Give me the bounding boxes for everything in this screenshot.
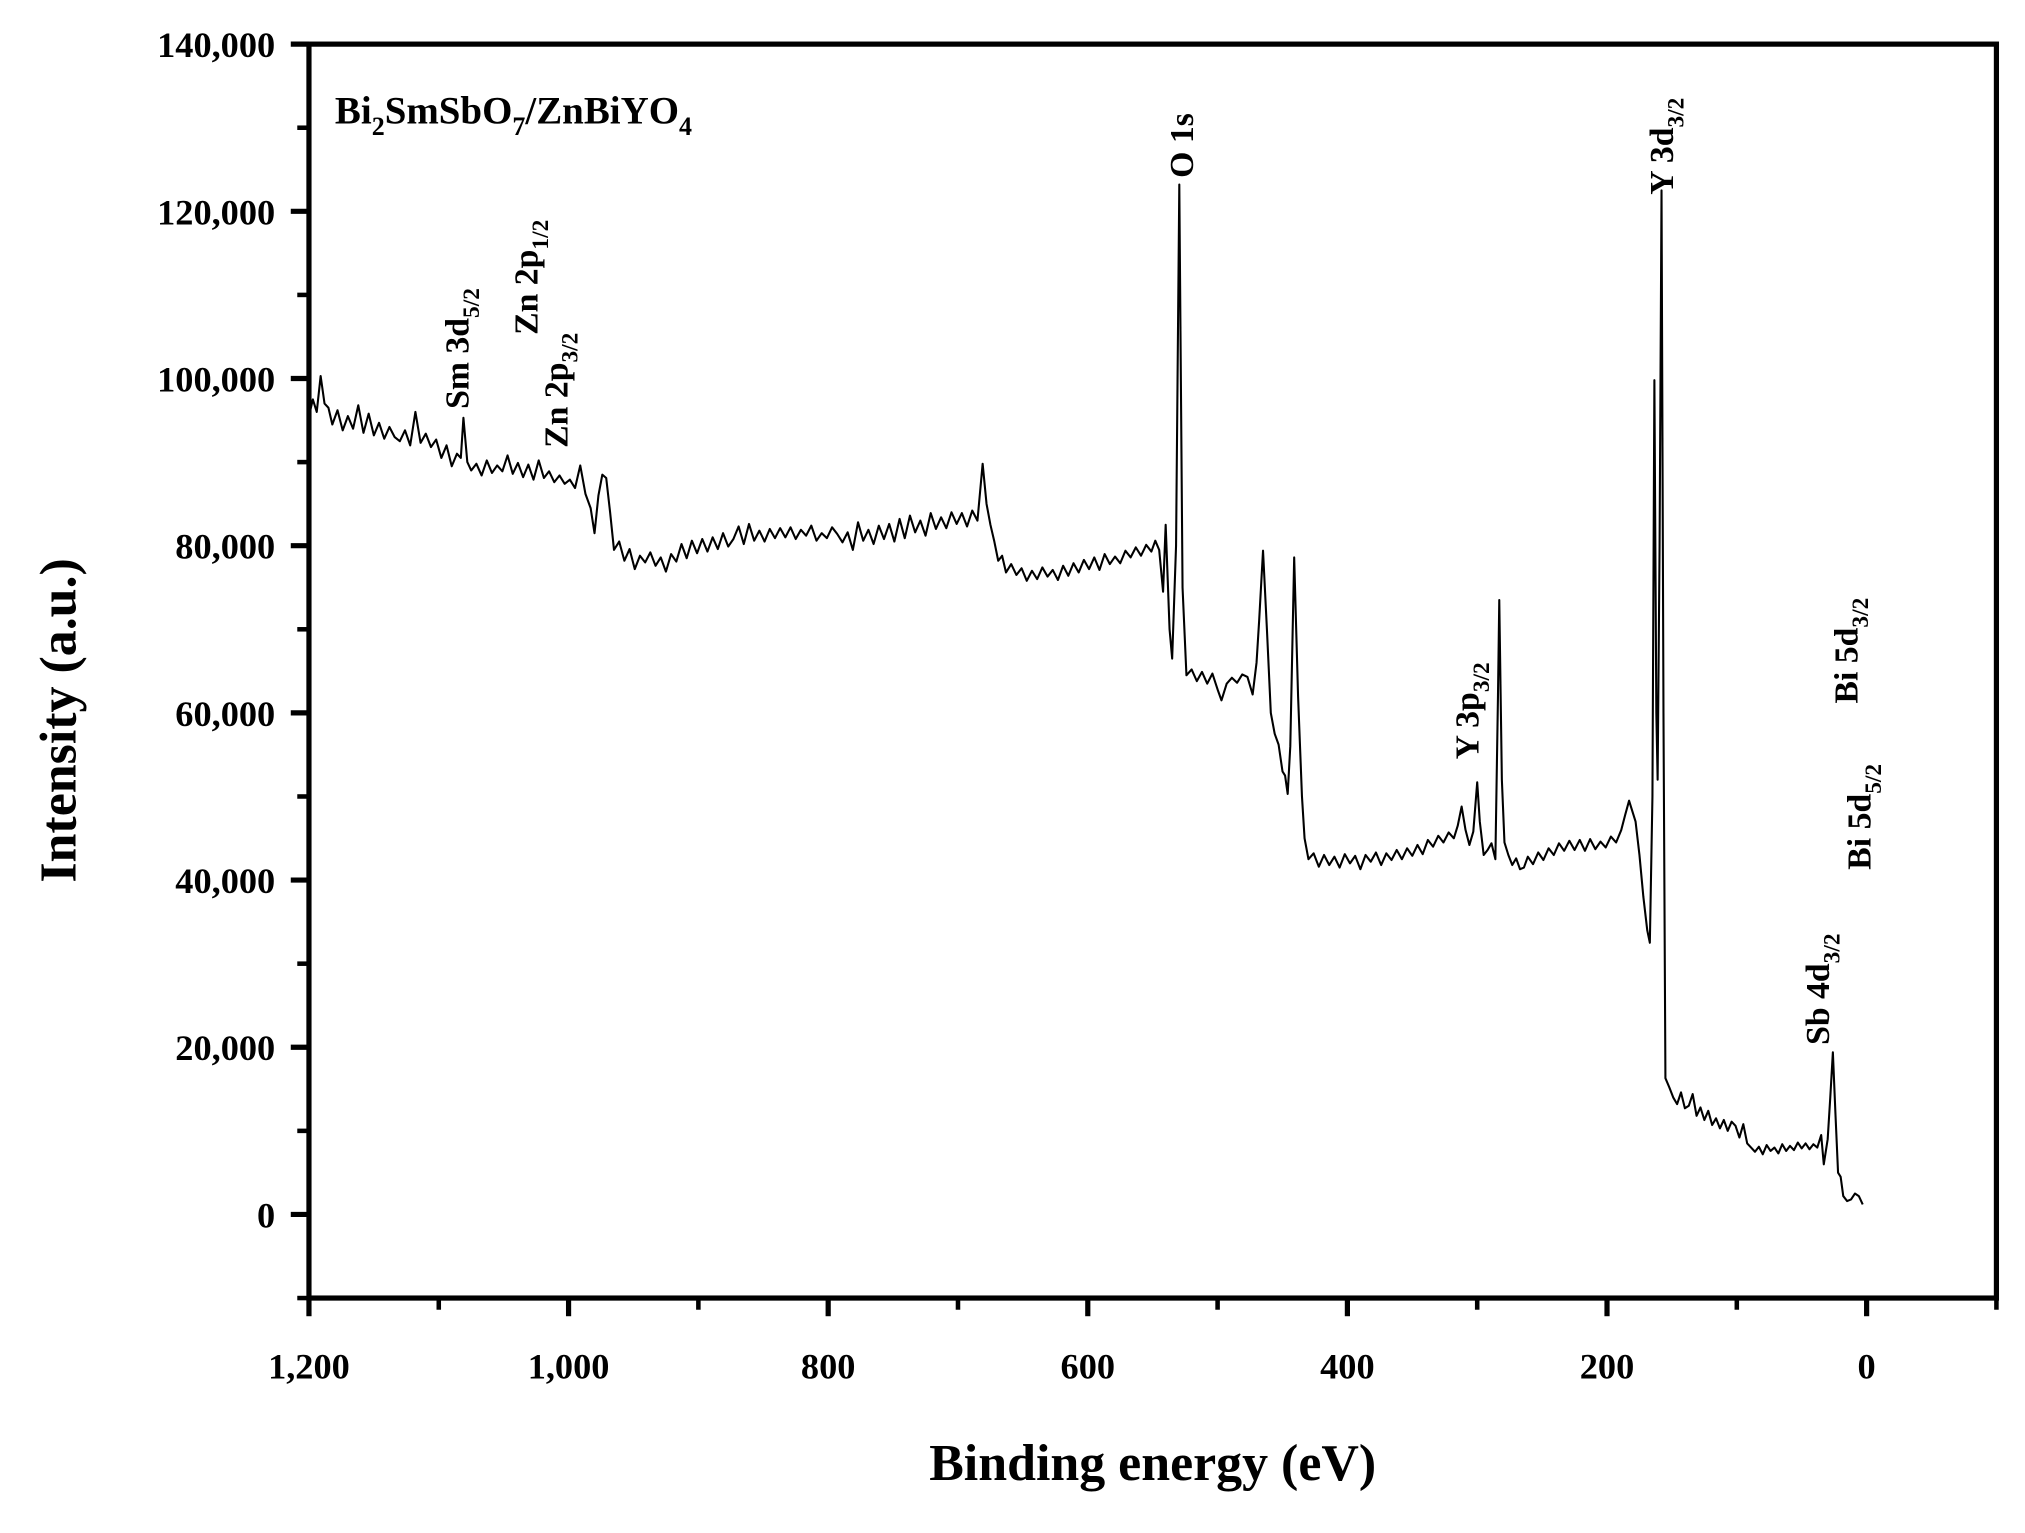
annotation-subscript: 3/2 <box>1664 98 1690 128</box>
annotation-subscript: 3/2 <box>558 333 584 363</box>
annotation-subscript: 5/2 <box>459 288 485 318</box>
chart-title: Bi2SmSbO7/ZnBiYO4 <box>335 89 692 141</box>
x-tick-label: 0 <box>1858 1347 1876 1387</box>
title-subscript: 7 <box>512 112 525 141</box>
y-axis-title: Intensity (a.u.) <box>30 558 87 882</box>
x-tick-label: 200 <box>1580 1347 1635 1387</box>
title-text: /ZnBiYO <box>524 89 679 132</box>
y-tick-label: 80,000 <box>175 527 275 567</box>
annotation-text: Zn 2p <box>538 362 575 447</box>
y-tick-label: 40,000 <box>175 861 275 901</box>
spectrum-line <box>307 183 1864 1205</box>
peak-annotation: Sb 4d3/2 <box>1800 933 1845 1044</box>
peak-annotation: Bi 5d3/2 <box>1829 598 1874 704</box>
title-subscript: 4 <box>679 112 692 141</box>
title-subscript: 2 <box>372 112 385 141</box>
annotation-text: Sb 4d <box>1800 963 1837 1045</box>
annotation-text: Bi 5d <box>1829 627 1866 703</box>
annotation-subscript: 3/2 <box>1819 933 1845 963</box>
y-tick-label: 0 <box>257 1195 275 1235</box>
peak-annotation: Zn 2p1/2 <box>508 220 553 335</box>
x-axis-title: Binding energy (eV) <box>929 1435 1376 1492</box>
title-text: Bi <box>335 89 372 132</box>
annotation-subscript: 1/2 <box>528 220 554 250</box>
annotation-text: Zn 2p <box>508 250 545 335</box>
peak-annotation: Bi 5d5/2 <box>1842 764 1887 870</box>
annotation-text: Y 3d <box>1644 127 1681 194</box>
annotation-text: Bi 5d <box>1842 794 1879 870</box>
x-tick-label: 800 <box>801 1347 855 1387</box>
plot-frame <box>306 41 2000 1301</box>
title-text: SmSbO <box>385 89 513 132</box>
peak-annotation: Sm 3d5/2 <box>440 288 485 409</box>
annotation-text: Sm 3d <box>440 318 477 409</box>
annotation-text: O 1s <box>1164 113 1201 178</box>
y-tick-label: 60,000 <box>175 694 275 734</box>
annotation-subscript: 3/2 <box>1848 598 1874 628</box>
peak-annotation: O 1s <box>1164 113 1201 178</box>
x-tick-label: 400 <box>1320 1347 1375 1387</box>
annotation-subscript: 5/2 <box>1861 764 1887 794</box>
x-tick-label: 1,200 <box>268 1347 350 1387</box>
peak-annotation: Zn 2p3/2 <box>538 333 583 448</box>
x-tick-label: 600 <box>1061 1347 1115 1387</box>
peak-annotation: Y 3p3/2 <box>1450 662 1495 759</box>
y-tick-label: 120,000 <box>157 192 275 232</box>
x-tick-label: 1,000 <box>528 1347 610 1387</box>
y-tick-label: 100,000 <box>157 359 275 399</box>
y-tick-label: 20,000 <box>175 1028 275 1068</box>
peak-annotation: Y 3d3/2 <box>1644 98 1689 195</box>
annotation-subscript: 3/2 <box>1469 662 1495 692</box>
y-tick-label: 140,000 <box>157 25 275 65</box>
annotation-text: Y 3p <box>1450 692 1487 759</box>
